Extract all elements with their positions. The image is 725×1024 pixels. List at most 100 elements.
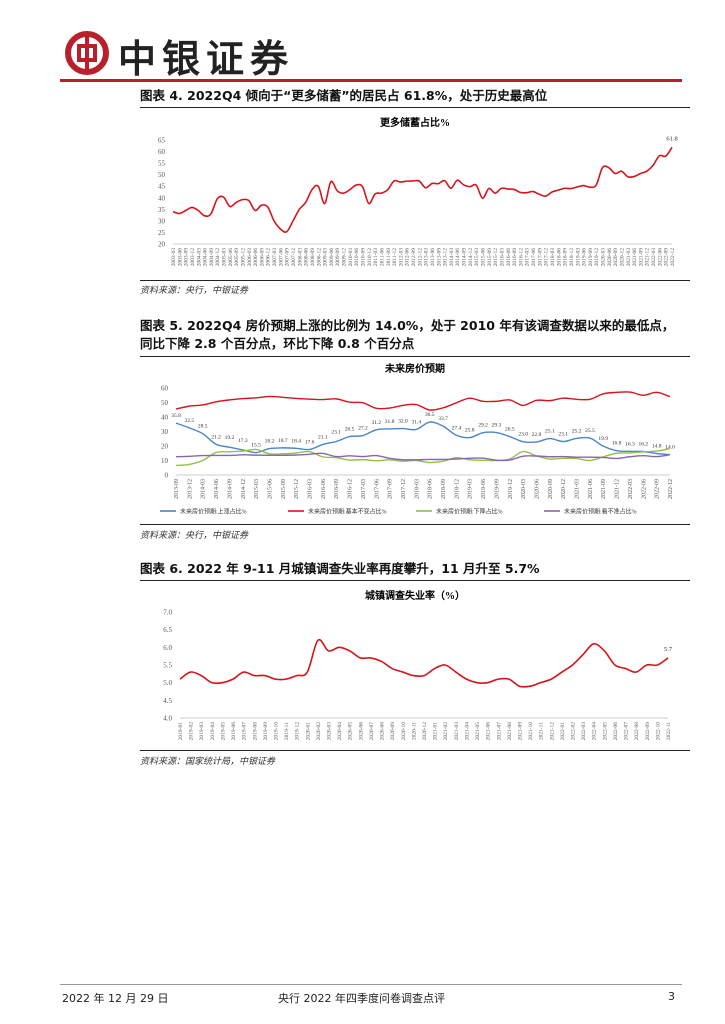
- x-tick-label: 2018-03: [414, 479, 420, 499]
- x-tick-label: 2006-06: [253, 248, 259, 267]
- x-tick-label: 2016-06: [321, 479, 327, 499]
- x-tick-label: 2008-09: [310, 248, 316, 267]
- data-label: 23.1: [331, 430, 341, 436]
- x-tick-label: 2013-03: [424, 248, 430, 267]
- x-tick-label: 2004-09: [209, 248, 215, 267]
- x-tick-label: 2015-12: [493, 248, 499, 267]
- data-label: 29.2: [478, 423, 488, 429]
- x-tick-label: 2010-09: [360, 248, 366, 267]
- data-label: 25.1: [545, 429, 555, 435]
- x-tick-label: 2012-06: [405, 248, 411, 267]
- x-tick-label: 2020-05: [348, 722, 354, 741]
- x-tick-label: 2021-12: [615, 479, 621, 499]
- x-tick-label: 2017-09: [388, 479, 394, 499]
- x-tick-label: 2017-03: [525, 248, 531, 267]
- x-tick-label: 2014-09: [462, 248, 468, 267]
- y-tick-label: 4.0: [163, 715, 172, 723]
- x-tick-label: 2020-06: [358, 722, 364, 741]
- x-tick-label: 2022-06: [613, 722, 619, 741]
- x-tick-label: 2020-03: [327, 722, 333, 741]
- y-tick-label: 50: [158, 171, 166, 179]
- figure-4-title: 图表 4. 2022Q4 倾向于“更多储蓄”的居民占 61.8%，处于历史最高位: [140, 88, 548, 103]
- x-tick-label: 2017-03: [361, 479, 367, 499]
- data-label: 27.2: [358, 426, 368, 432]
- x-tick-label: 2012-03: [398, 248, 404, 267]
- x-tick-label: 2016-09: [512, 248, 518, 267]
- footer-doc-title: 央行 2022 年四季度问卷调查点评: [278, 992, 445, 1005]
- x-tick-label: 2020-12: [422, 722, 428, 741]
- x-tick-label: 2017-12: [401, 479, 407, 499]
- x-tick-label: 2020-09: [613, 248, 619, 267]
- data-label: 31.8: [385, 419, 395, 425]
- legend-label: 未来房价预期:基本不变占比%: [308, 508, 387, 516]
- x-tick-label: 2003-03: [171, 248, 177, 267]
- figure-4-source: 资料来源：央行，中银证券: [140, 286, 249, 296]
- x-tick-label: 2019-03: [575, 248, 581, 267]
- x-tick-label: 2014-06: [214, 479, 220, 499]
- y-tick-label: 40: [158, 194, 166, 202]
- x-tick-label: 2010-03: [348, 248, 354, 267]
- y-tick-label: 40: [161, 414, 169, 422]
- series-line: [179, 638, 669, 688]
- x-tick-label: 2016-12: [348, 479, 354, 499]
- x-tick-label: 2021-05: [475, 722, 481, 741]
- data-label: 28.5: [198, 424, 208, 430]
- data-label: 16.3: [625, 441, 635, 447]
- data-label: 27.4: [452, 425, 462, 431]
- y-tick-label: 60: [161, 385, 169, 393]
- x-tick-label: 2009-09: [335, 248, 341, 267]
- x-tick-label: 2019-12: [295, 722, 301, 741]
- data-label: 19.9: [598, 436, 608, 442]
- data-label: 18.7: [278, 438, 288, 444]
- x-tick-label: 2017-09: [537, 248, 543, 267]
- y-tick-label: 5.5: [163, 662, 172, 670]
- x-tick-label: 2016-09: [334, 479, 340, 499]
- figure-6-title: 图表 6. 2022 年 9-11 月城镇调查失业率再度攀升，11 月升至 5.…: [140, 561, 540, 576]
- x-tick-label: 2021-02: [443, 722, 449, 741]
- x-tick-label: 2020-09: [390, 722, 396, 741]
- x-tick-label: 2021-09: [517, 722, 523, 741]
- figure-4-top-rule: [140, 107, 690, 108]
- series-line: [175, 421, 671, 456]
- x-tick-label: 2022-06: [641, 479, 647, 499]
- x-tick-label: 2018-06: [556, 248, 562, 267]
- bank-of-china-logo-icon: [65, 31, 109, 75]
- legend-label: 未来房价预期:下降占比%: [436, 508, 503, 516]
- x-tick-label: 2019-08: [252, 722, 258, 741]
- x-tick-label: 2007-03: [272, 248, 278, 267]
- y-tick-label: 7.0: [163, 609, 172, 617]
- x-tick-label: 2019-09: [588, 248, 594, 267]
- y-tick-label: 55: [158, 160, 166, 168]
- x-tick-label: 2020-03: [601, 248, 607, 267]
- x-tick-label: 2015-03: [254, 479, 260, 499]
- chart-title: 未来房价预期: [384, 362, 445, 375]
- x-tick-label: 2011-09: [386, 248, 392, 266]
- data-label: 21.1: [318, 434, 328, 440]
- data-label: 22.8: [532, 432, 542, 438]
- data-label: 23.1: [558, 432, 568, 438]
- x-tick-label: 2013-06: [430, 248, 436, 267]
- x-tick-label: 2014-12: [241, 479, 247, 499]
- x-tick-label: 2015-12: [294, 479, 300, 499]
- x-tick-label: 2022-12: [668, 479, 674, 499]
- x-tick-label: 2021-06: [632, 248, 638, 267]
- series-line: [172, 146, 673, 233]
- data-label: 26.5: [505, 427, 515, 433]
- x-tick-label: 2020-01: [305, 722, 311, 741]
- brand-name: 中银证券: [118, 36, 295, 81]
- x-tick-label: 2017-06: [374, 479, 380, 499]
- x-tick-label: 2022-03: [651, 248, 657, 267]
- x-tick-label: 2022-10: [655, 722, 661, 741]
- chart-title: 城镇调查失业率（%）: [365, 589, 465, 602]
- series-line: [175, 447, 671, 467]
- legend-label: 未来房价预期:上涨占比%: [180, 508, 247, 516]
- header-divider: [60, 79, 682, 82]
- x-tick-label: 2011-12: [392, 248, 398, 266]
- data-label: 25.2: [572, 428, 582, 434]
- x-tick-label: 2022-07: [624, 722, 630, 741]
- x-tick-label: 2020-03: [521, 479, 527, 499]
- y-tick-label: 0: [165, 472, 169, 480]
- x-tick-label: 2022-06: [657, 248, 663, 267]
- x-tick-label: 2014-03: [449, 248, 455, 267]
- y-tick-label: 30: [158, 217, 166, 225]
